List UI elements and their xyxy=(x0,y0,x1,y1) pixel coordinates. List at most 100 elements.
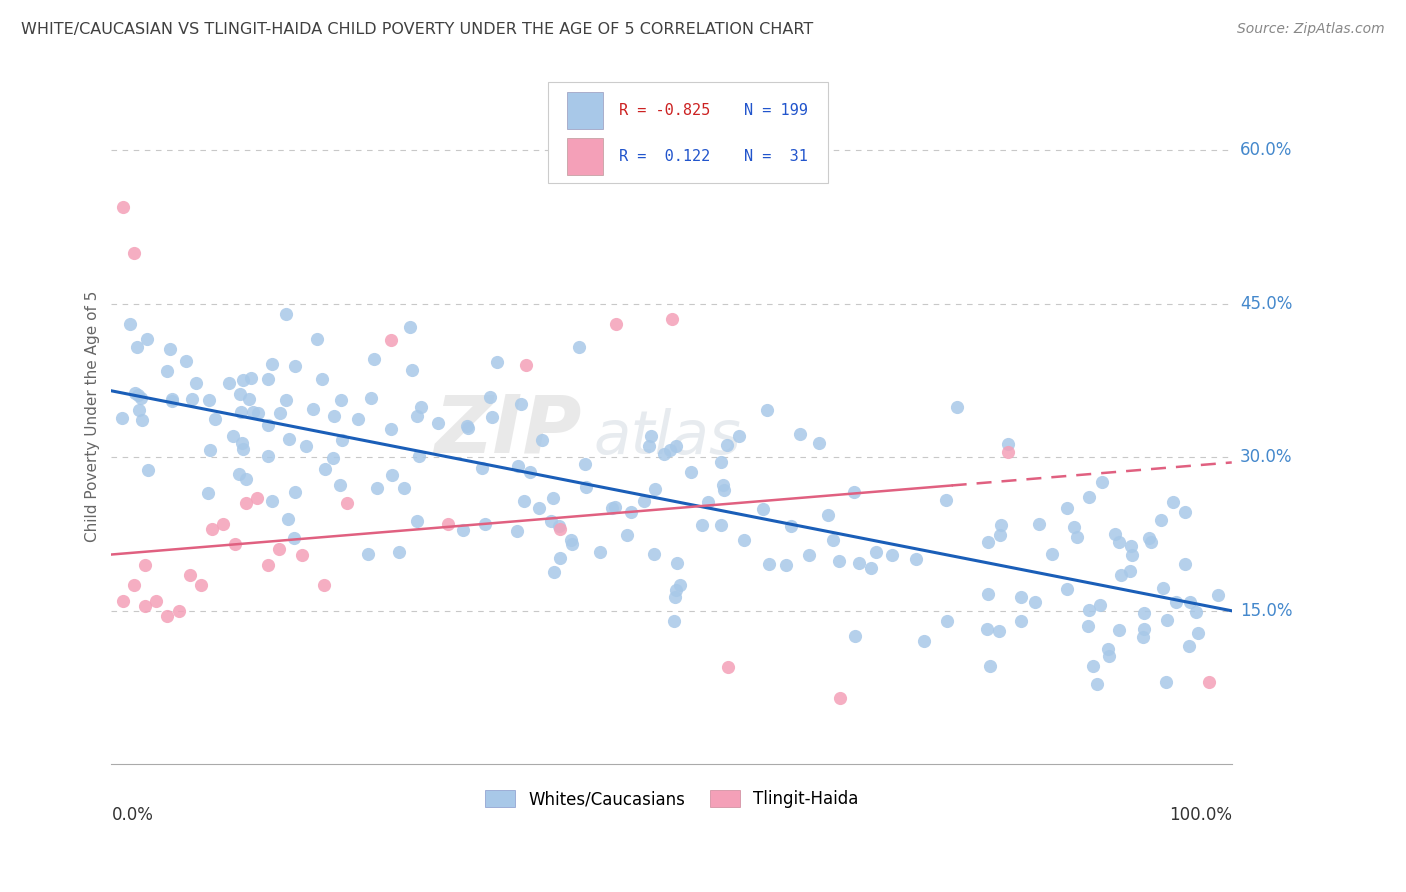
Point xyxy=(136,463,159,477)
Point xyxy=(859,561,882,575)
Point xyxy=(222,428,245,442)
Point xyxy=(1174,558,1197,572)
Point xyxy=(1121,539,1143,553)
Point xyxy=(659,442,682,457)
Point xyxy=(997,445,1019,459)
Point xyxy=(905,552,928,566)
Point xyxy=(828,554,851,568)
Bar xyxy=(568,92,603,129)
Point xyxy=(1154,675,1177,690)
Point xyxy=(936,614,959,628)
Point xyxy=(842,484,865,499)
Point xyxy=(111,593,134,607)
Point xyxy=(1139,531,1161,545)
Point xyxy=(301,401,323,416)
Point xyxy=(710,518,733,533)
Point xyxy=(1156,614,1178,628)
Point xyxy=(1076,619,1098,633)
Point xyxy=(380,422,402,436)
Point xyxy=(1097,642,1119,657)
Point xyxy=(485,354,508,368)
Point xyxy=(305,332,328,346)
Point xyxy=(1104,527,1126,541)
Point xyxy=(478,391,501,405)
Point xyxy=(1010,591,1032,605)
Point xyxy=(568,340,591,354)
Point xyxy=(228,467,250,481)
Point xyxy=(240,371,263,385)
Point xyxy=(291,548,314,562)
Point xyxy=(1109,567,1132,582)
Point xyxy=(122,578,145,592)
Point xyxy=(512,494,534,508)
Bar xyxy=(568,138,603,175)
Point xyxy=(284,359,307,373)
Point xyxy=(360,391,382,405)
Point xyxy=(224,537,246,551)
Point xyxy=(633,493,655,508)
Point xyxy=(755,402,778,417)
Point xyxy=(1161,495,1184,509)
Point xyxy=(212,516,235,531)
Point xyxy=(605,318,627,332)
Point xyxy=(652,447,675,461)
Point xyxy=(530,433,553,447)
Point xyxy=(124,386,146,401)
Point xyxy=(122,245,145,260)
Point xyxy=(247,406,270,420)
Text: 100.0%: 100.0% xyxy=(1168,806,1232,824)
Point xyxy=(129,391,152,405)
Text: R = -0.825: R = -0.825 xyxy=(619,103,710,119)
FancyBboxPatch shape xyxy=(548,82,828,184)
Point xyxy=(779,519,801,533)
Text: 45.0%: 45.0% xyxy=(1240,295,1292,313)
Point xyxy=(1066,530,1088,544)
Point xyxy=(278,432,301,446)
Point xyxy=(828,690,851,705)
Point xyxy=(329,478,352,492)
Point xyxy=(135,332,157,346)
Point xyxy=(160,393,183,408)
Point xyxy=(481,410,503,425)
Point xyxy=(664,591,686,605)
Point xyxy=(131,413,153,427)
Point xyxy=(246,491,269,506)
Point xyxy=(406,409,429,423)
Point xyxy=(1040,547,1063,561)
Point xyxy=(238,392,260,406)
Point xyxy=(1077,491,1099,505)
Point xyxy=(457,421,479,435)
Point xyxy=(201,522,224,536)
Point xyxy=(1132,630,1154,644)
Point xyxy=(471,461,494,475)
Point xyxy=(1056,501,1078,516)
Point xyxy=(127,388,149,402)
Point xyxy=(977,587,1000,601)
Point xyxy=(844,629,866,643)
Text: 60.0%: 60.0% xyxy=(1240,141,1292,160)
Point xyxy=(232,373,254,387)
Point xyxy=(242,405,264,419)
Point xyxy=(474,516,496,531)
Point xyxy=(336,496,359,510)
Point xyxy=(111,200,134,214)
Point xyxy=(159,343,181,357)
Point xyxy=(710,455,733,469)
Point xyxy=(1119,564,1142,578)
Point xyxy=(643,547,665,561)
Point xyxy=(711,477,734,491)
Point xyxy=(274,392,297,407)
Point xyxy=(184,376,207,391)
Point xyxy=(602,501,624,516)
Point xyxy=(156,608,179,623)
Point xyxy=(363,351,385,366)
Point xyxy=(1083,659,1105,673)
Point xyxy=(509,397,531,411)
Point xyxy=(977,535,1000,549)
Point xyxy=(1140,534,1163,549)
Point xyxy=(398,320,420,334)
Point xyxy=(808,435,831,450)
Point xyxy=(1108,623,1130,637)
Point xyxy=(111,411,134,425)
Point xyxy=(274,307,297,321)
